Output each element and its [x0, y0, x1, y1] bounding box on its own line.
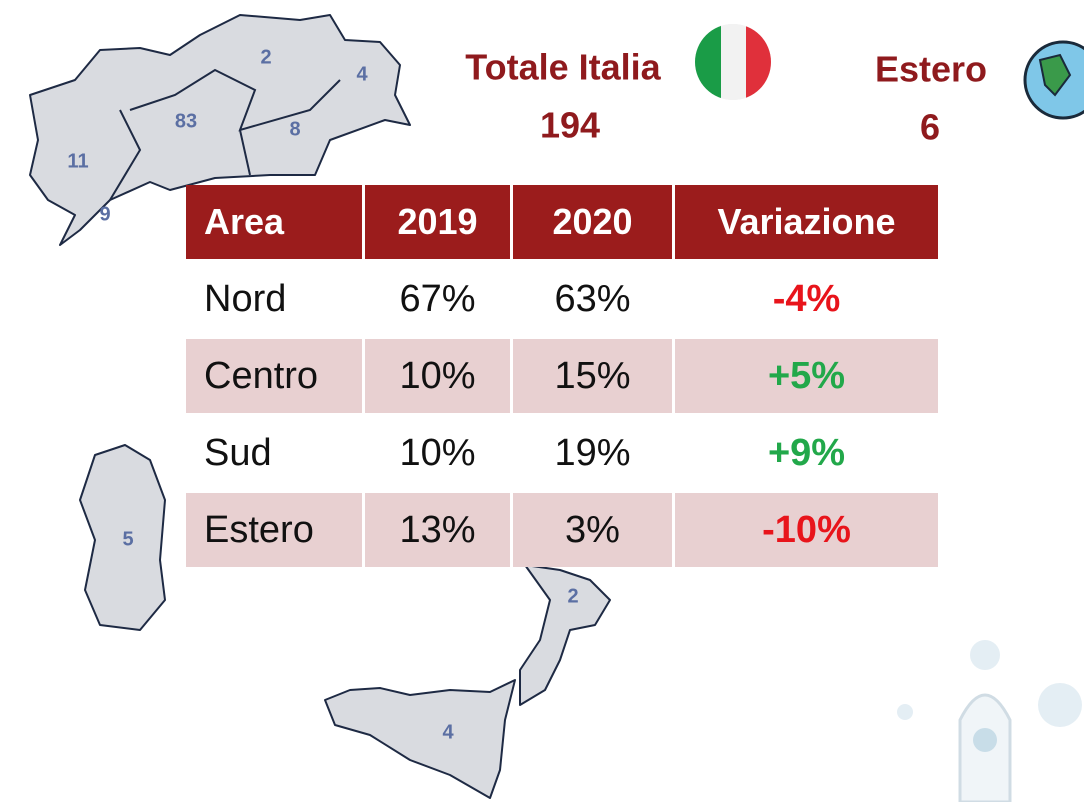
cell: 10%: [365, 339, 510, 413]
total-label: Totale Italia: [465, 47, 661, 88]
variation-cell: -10%: [675, 493, 938, 567]
table-row: Estero 13% 3% -10%: [186, 493, 938, 567]
north-italy: [29, 14, 411, 246]
region-count: 4: [356, 63, 368, 85]
cell: 67%: [399, 277, 476, 320]
region-count: 2: [260, 46, 271, 68]
area-table: Area 2019 2020 Variazione Nord 67% 63% -4% Cent…: [183, 182, 941, 570]
region-count: 83: [175, 110, 197, 132]
cell: Estero: [186, 493, 362, 567]
sicily: [324, 679, 516, 799]
header-cell: Area: [186, 185, 362, 259]
sardinia: [79, 444, 166, 631]
decoration: [897, 640, 1082, 802]
header-cell: 2020: [513, 185, 672, 259]
total-value: 6: [920, 107, 940, 148]
cell: Nord: [204, 277, 287, 320]
cell: 13%: [365, 493, 510, 567]
cell: 19%: [554, 431, 631, 474]
cell: Centro: [186, 339, 362, 413]
region-count: 4: [442, 721, 454, 743]
region-count: 2: [567, 585, 578, 607]
variation-cell: +5%: [675, 339, 938, 413]
total-label: Estero: [875, 49, 987, 90]
region-count: 11: [67, 150, 88, 172]
table-row: Centro 10% 15% +5%: [186, 339, 938, 413]
calabria: [519, 564, 611, 706]
cell: 3%: [513, 493, 672, 567]
cell: 15%: [513, 339, 672, 413]
region-count: 9: [99, 203, 110, 225]
variation-cell: +9%: [767, 431, 846, 474]
total-value: 194: [540, 105, 600, 146]
header-cell: Variazione: [675, 185, 938, 259]
cell: 63%: [554, 277, 631, 320]
table-row: Nord 67% 63% -4%: [186, 262, 938, 336]
flag-stripes: [695, 24, 771, 100]
region-borders: [109, 68, 341, 201]
region-count: 8: [289, 118, 300, 140]
variation-cell: -4%: [772, 277, 841, 320]
cell: Sud: [204, 431, 272, 474]
header-cell: 2019: [365, 185, 510, 259]
cell: 10%: [399, 431, 476, 474]
table-row: Sud 10% 19% +9%: [186, 416, 938, 490]
region-count: 5: [122, 528, 133, 550]
